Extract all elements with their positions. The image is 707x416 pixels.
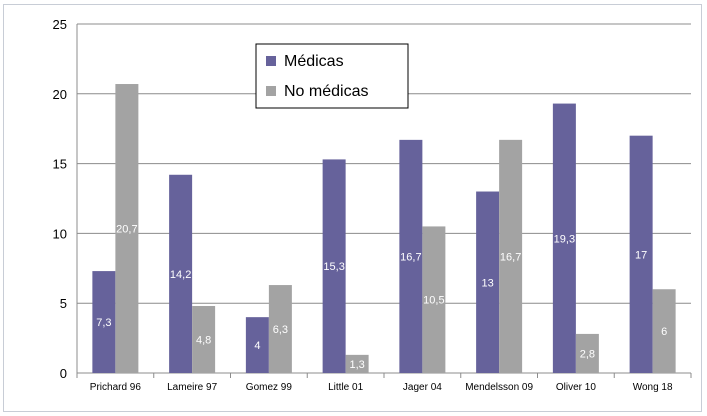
data-label-no-medicas-4: 10,5 bbox=[423, 295, 444, 307]
bar-no-medicas-4 bbox=[422, 226, 446, 373]
bar-medicas-5 bbox=[476, 191, 500, 373]
data-label-medicas-0: 7,3 bbox=[96, 317, 111, 329]
data-label-medicas-3: 15,3 bbox=[323, 261, 344, 273]
y-tick-label-25: 25 bbox=[53, 17, 67, 32]
x-category-label-3: Little 01 bbox=[328, 382, 363, 393]
x-category-label-2: Gomez 99 bbox=[246, 382, 293, 393]
y-tick-label-15: 15 bbox=[53, 157, 67, 172]
bar-no-medicas-5 bbox=[499, 139, 523, 373]
data-label-medicas-7: 17 bbox=[635, 249, 647, 261]
data-label-medicas-1: 14,2 bbox=[170, 269, 191, 281]
data-label-medicas-6: 19,3 bbox=[554, 233, 575, 245]
x-category-label-6: Oliver 10 bbox=[556, 382, 596, 393]
bar-chart: 0 5 10 15 20 25 7,3 20,7 Prichard 96 14,2 4,8 Lamei… bbox=[53, 17, 692, 393]
legend-label-medicas: Médicas bbox=[284, 53, 344, 70]
data-label-no-medicas-7: 6 bbox=[661, 326, 667, 338]
data-label-no-medicas-3: 1,3 bbox=[349, 359, 364, 371]
legend-swatch-no-medicas bbox=[266, 86, 276, 96]
y-tick-label-10: 10 bbox=[53, 226, 67, 241]
data-label-no-medicas-0: 20,7 bbox=[116, 224, 137, 236]
legend-swatch-medicas bbox=[266, 56, 276, 66]
x-category-label-4: Jager 04 bbox=[403, 382, 442, 393]
y-tick-label-20: 20 bbox=[53, 87, 67, 102]
bar-medicas-1 bbox=[169, 174, 193, 373]
bar-medicas-3 bbox=[322, 159, 346, 373]
bar-no-medicas-7 bbox=[652, 289, 676, 373]
legend-box bbox=[255, 43, 409, 109]
data-label-medicas-2: 4 bbox=[254, 340, 260, 352]
bar-medicas-7 bbox=[629, 135, 653, 373]
chart-frame: 0 5 10 15 20 25 7,3 20,7 Prichard 96 14,2 4,8 Lamei… bbox=[3, 4, 702, 412]
bar-no-medicas-1 bbox=[192, 305, 216, 373]
bar-no-medicas-2 bbox=[268, 285, 292, 373]
data-label-medicas-5: 13 bbox=[482, 277, 494, 289]
bar-no-medicas-0 bbox=[115, 84, 139, 373]
x-category-label-1: Lameire 97 bbox=[167, 382, 217, 393]
x-category-label-5: Mendelsson 09 bbox=[465, 382, 533, 393]
data-label-no-medicas-6: 2,8 bbox=[580, 348, 595, 360]
bar-medicas-6 bbox=[552, 103, 576, 374]
x-category-label-0: Prichard 96 bbox=[90, 382, 142, 393]
x-category-label-7: Wong 18 bbox=[633, 382, 673, 393]
data-label-no-medicas-1: 4,8 bbox=[196, 334, 211, 346]
y-tick-label-0: 0 bbox=[60, 366, 67, 381]
bar-medicas-4 bbox=[399, 139, 423, 373]
data-label-no-medicas-2: 6,3 bbox=[273, 324, 288, 336]
legend-label-no-medicas: No médicas bbox=[284, 83, 368, 100]
data-label-medicas-4: 16,7 bbox=[400, 251, 421, 263]
bar-no-medicas-6 bbox=[575, 333, 599, 373]
bar-no-medicas-3 bbox=[345, 354, 369, 373]
bar-medicas-2 bbox=[245, 317, 269, 373]
bar-medicas-0 bbox=[92, 271, 116, 373]
y-tick-label-5: 5 bbox=[60, 296, 67, 311]
data-label-no-medicas-5: 16,7 bbox=[500, 251, 521, 263]
